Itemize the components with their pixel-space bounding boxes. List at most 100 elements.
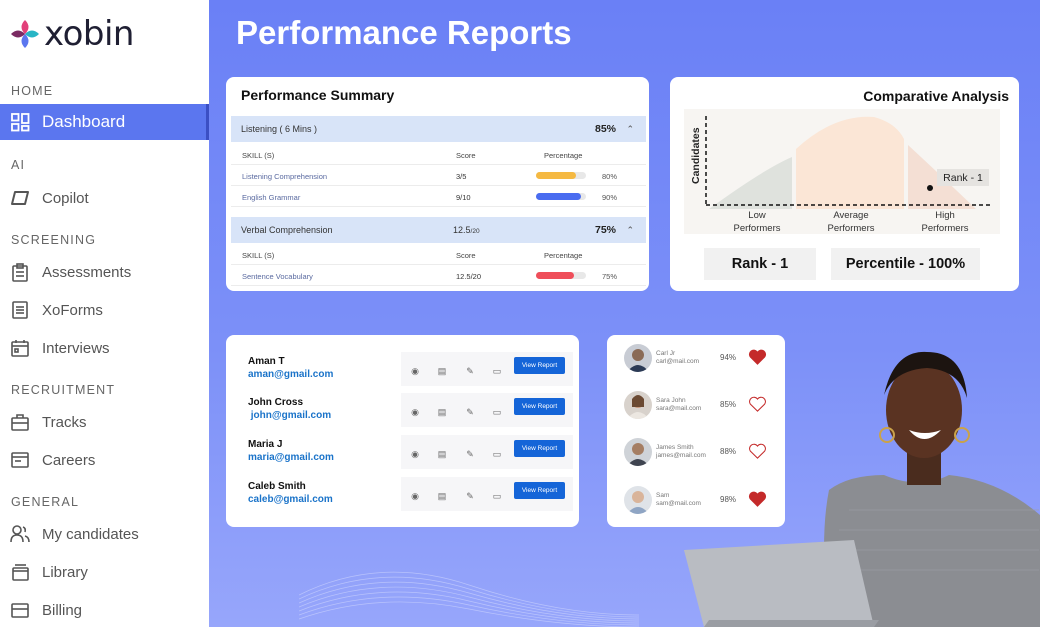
clipboard-icon[interactable]: ▤ — [437, 449, 447, 459]
section-percent: 75% — [594, 224, 616, 236]
candidate-email[interactable]: aman@gmail.com — [248, 369, 334, 380]
favourite-score: 88% — [720, 447, 737, 456]
candidate-row: John Cross john@gmail.com ◉ ▤ ✎ ▭ View R… — [226, 393, 579, 431]
favourite-name: Carl Jr — [656, 350, 676, 357]
candidate-email[interactable]: maria@gmail.com — [248, 452, 334, 463]
chat-icon[interactable]: ▭ — [492, 366, 502, 376]
sidebar-item-xoforms[interactable]: XoForms — [0, 292, 209, 328]
sidebar-item-label: Dashboard — [42, 112, 126, 131]
section-label-recruitment: RECRUITMENT — [11, 383, 116, 397]
sidebar-item-label: Billing — [42, 601, 83, 619]
rank-marker-label: Rank - 1 — [943, 172, 983, 184]
sidebar-item-interviews[interactable]: Interviews — [0, 330, 209, 366]
distribution-chart: Rank - 1 Candidates Low Performers Avera… — [684, 109, 1000, 234]
summary-title: Performance Summary — [241, 87, 395, 103]
sidebar-item-label: XoForms — [42, 301, 103, 319]
section-header-verbal[interactable]: Verbal Comprehension 12.5/20 75% ⌃ — [231, 217, 646, 243]
view-report-button[interactable]: View Report — [514, 357, 565, 374]
sidebar-item-my-candidates[interactable]: My candidates — [0, 516, 209, 552]
sidebar-item-label: Assessments — [42, 263, 132, 281]
candidate-name: Aman T — [248, 356, 285, 367]
progress-bar — [536, 172, 586, 179]
section-header-listening[interactable]: Listening ( 6 Mins ) 85% ⌃ — [231, 116, 646, 142]
sidebar-item-assessments[interactable]: Assessments — [0, 254, 209, 290]
rank-marker — [927, 185, 933, 191]
skill-score: 3/5 — [456, 172, 467, 181]
eye-icon[interactable]: ◉ — [411, 366, 419, 376]
dashboard-icon — [10, 112, 30, 132]
header-skill: SKILL (S) — [242, 151, 275, 160]
skill-name: English Grammar — [242, 193, 301, 202]
eye-icon[interactable]: ◉ — [411, 449, 419, 459]
clipboard-icon[interactable]: ▤ — [437, 407, 447, 417]
group-label-low: Performers — [734, 223, 781, 234]
edit-icon[interactable]: ✎ — [466, 407, 474, 417]
billing-icon — [10, 600, 30, 620]
heart-outline-icon[interactable] — [748, 395, 767, 413]
favourite-name: Sam — [656, 492, 670, 499]
heart-outline-icon[interactable] — [748, 442, 767, 460]
skill-score: 9/10 — [456, 193, 471, 202]
section-label-ai: AI — [11, 158, 26, 172]
window-icon — [10, 450, 30, 470]
section-label-home: HOME — [11, 84, 54, 98]
edit-icon[interactable]: ✎ — [466, 491, 474, 501]
view-report-button[interactable]: View Report — [514, 398, 565, 415]
candidate-row: Maria J maria@gmail.com ◉ ▤ ✎ ▭ View Rep… — [226, 435, 579, 473]
group-label-average: Average — [833, 210, 868, 221]
calendar-icon — [10, 338, 30, 358]
table-row: English Grammar 9/10 90% — [231, 187, 646, 207]
percentile-box: Percentile - 100% — [831, 248, 980, 280]
clipboard-icon[interactable]: ▤ — [437, 366, 447, 376]
skill-name: Sentence Vocabulary — [242, 272, 313, 281]
low-performers-region — [709, 157, 792, 209]
candidate-email[interactable]: caleb@gmail.com — [248, 494, 333, 505]
sidebar-item-copilot[interactable]: Copilot — [0, 180, 209, 216]
xobin-logo[interactable]: xobin — [10, 14, 134, 54]
sidebar-item-careers[interactable]: Careers — [0, 442, 209, 478]
sidebar-item-billing[interactable]: Billing — [0, 592, 209, 627]
sidebar-item-label: Library — [42, 563, 88, 581]
favourite-email: sara@mail.com — [656, 405, 702, 412]
main-area: Performance Reports Performance Summary … — [209, 0, 1040, 627]
progress-bar — [536, 272, 586, 279]
view-report-button[interactable]: View Report — [514, 482, 565, 499]
sidebar-item-label: Copilot — [42, 189, 89, 207]
header-score: Score — [456, 151, 476, 160]
header-percentage: Percentage — [544, 251, 583, 260]
clipboard-icon[interactable]: ▤ — [437, 491, 447, 501]
eye-icon[interactable]: ◉ — [411, 491, 419, 501]
heart-filled-icon[interactable] — [748, 490, 767, 508]
heart-filled-icon[interactable] — [748, 348, 767, 366]
group-label-high: High — [935, 210, 955, 221]
view-report-button[interactable]: View Report — [514, 440, 565, 457]
skill-percent: 90% — [602, 193, 618, 202]
edit-icon[interactable]: ✎ — [466, 449, 474, 459]
chat-icon[interactable]: ▭ — [492, 449, 502, 459]
chevron-up-icon[interactable]: ⌃ — [626, 123, 634, 134]
chevron-up-icon[interactable]: ⌃ — [626, 224, 634, 235]
candidate-row: Caleb Smith caleb@gmail.com ◉ ▤ ✎ ▭ View… — [226, 477, 579, 515]
candidate-name: John Cross — [248, 397, 304, 408]
edit-icon[interactable]: ✎ — [466, 366, 474, 376]
table-header-row: SKILL (S) Score Percentage — [231, 245, 646, 265]
chat-icon[interactable]: ▭ — [492, 491, 502, 501]
candidate-email[interactable]: john@gmail.com — [248, 410, 332, 421]
decorative-waves — [299, 571, 639, 627]
header-percentage: Percentage — [544, 151, 583, 160]
users-icon — [10, 524, 30, 544]
candidate-row: Aman T aman@gmail.com ◉ ▤ ✎ ▭ View Repor… — [226, 352, 579, 390]
table-row: Listening Comprehension 3/5 80% — [231, 166, 646, 186]
favourite-email: sam@mail.com — [656, 500, 701, 507]
sidebar-item-dashboard[interactable]: Dashboard — [0, 104, 209, 140]
group-label-high: Performers — [922, 223, 969, 234]
skill-score: 12.5/20 — [456, 272, 482, 281]
chat-icon[interactable]: ▭ — [492, 407, 502, 417]
skill-percent: 75% — [602, 272, 618, 281]
sidebar-item-label: Careers — [42, 451, 96, 469]
sidebar-item-library[interactable]: Library — [0, 554, 209, 590]
eye-icon[interactable]: ◉ — [411, 407, 419, 417]
favourite-score: 98% — [720, 495, 737, 504]
table-header-row: SKILL (S) Score Percentage — [231, 145, 646, 165]
sidebar-item-tracks[interactable]: Tracks — [0, 404, 209, 440]
